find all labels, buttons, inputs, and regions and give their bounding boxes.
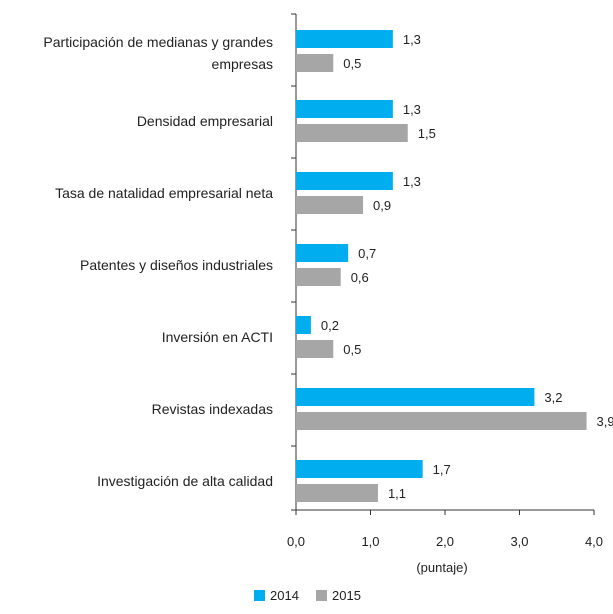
bar-2014-4 <box>296 316 311 334</box>
legend-label-2015: 2015 <box>332 588 361 603</box>
data-label-2014-1: 1,3 <box>403 102 421 117</box>
x-tick-label: 0,0 <box>287 534 305 549</box>
category-label: Patentes y diseños industriales <box>80 257 273 273</box>
data-label-2014-4: 0,2 <box>321 318 339 333</box>
data-label-2014-6: 1,7 <box>433 462 451 477</box>
category-label: Tasa de natalidad empresarial neta <box>55 185 273 201</box>
category-label: Participación de medianas y grandes <box>43 34 273 50</box>
data-label-2014-0: 1,3 <box>403 32 421 47</box>
data-label-2015-6: 1,1 <box>388 486 406 501</box>
bar-2015-6 <box>296 484 378 502</box>
category-label: Revistas indexadas <box>152 401 273 417</box>
data-label-2015-4: 0,5 <box>343 342 361 357</box>
category-label: Inversión en ACTI <box>162 329 273 345</box>
category-label: Investigación de alta calidad <box>97 473 273 489</box>
bar-2014-3 <box>296 244 349 262</box>
data-label-2015-3: 0,6 <box>351 270 369 285</box>
legend-swatch-2014 <box>254 590 265 601</box>
data-label-2015-0: 0,5 <box>343 56 361 71</box>
bar-2015-3 <box>296 268 341 286</box>
bar-2014-6 <box>296 460 423 478</box>
bar-2015-4 <box>296 340 334 358</box>
data-label-2014-5: 3,2 <box>544 390 562 405</box>
x-tick-label: 4,0 <box>585 534 603 549</box>
category-label: empresas <box>212 56 273 72</box>
data-label-2015-2: 0,9 <box>373 198 391 213</box>
x-tick-label: 1,0 <box>361 534 379 549</box>
x-tick-label: 2,0 <box>436 534 454 549</box>
bar-2014-1 <box>296 100 393 118</box>
x-tick-label: 3,0 <box>510 534 528 549</box>
legend-label-2014: 2014 <box>270 588 299 603</box>
bar-2014-5 <box>296 388 535 406</box>
data-label-2015-1: 1,5 <box>418 126 436 141</box>
bar-2015-1 <box>296 124 408 142</box>
data-label-2014-2: 1,3 <box>403 174 421 189</box>
data-label-2014-3: 0,7 <box>358 246 376 261</box>
data-label-2015-5: 3,9 <box>597 414 613 429</box>
bar-2015-2 <box>296 196 364 214</box>
legend-swatch-2015 <box>316 590 327 601</box>
x-axis-label: (puntaje) <box>416 560 467 575</box>
bar-2015-5 <box>296 412 587 430</box>
bar-2014-0 <box>296 30 393 48</box>
bar-2015-0 <box>296 54 334 72</box>
bar-2014-2 <box>296 172 393 190</box>
category-label: Densidad empresarial <box>137 113 273 129</box>
